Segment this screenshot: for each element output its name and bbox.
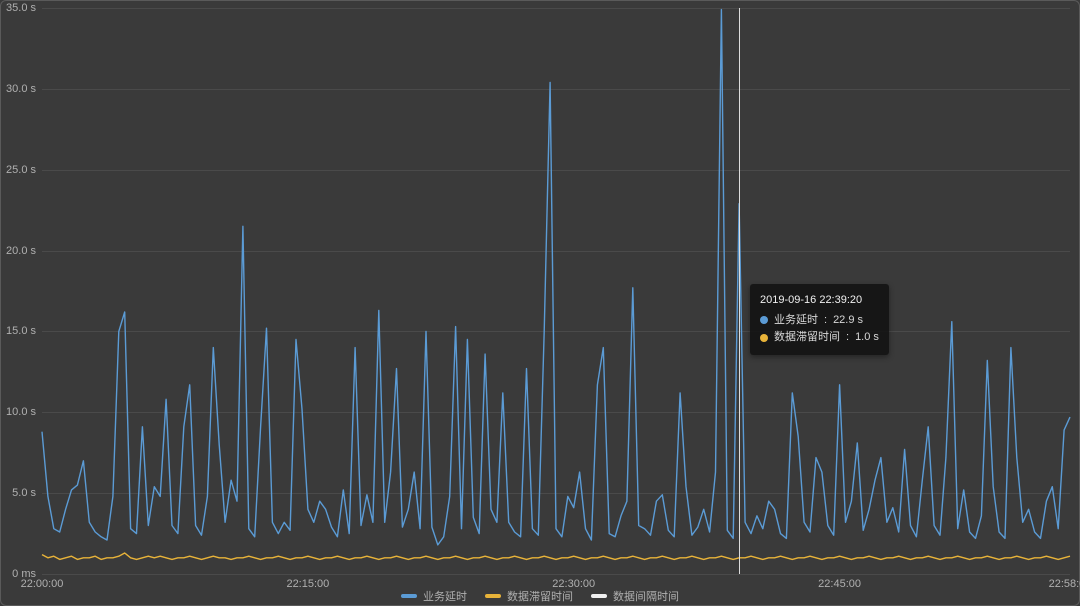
- series-line-biz-latency: [42, 10, 1070, 545]
- series-line-data-lag: [42, 553, 1070, 559]
- crosshair: [739, 8, 740, 574]
- chart-lines: [0, 0, 1080, 606]
- latency-chart[interactable]: 业务延时 数据滞留时间 数据间隔时间 0 ms5.0 s10.0 s15.0 s…: [0, 0, 1080, 606]
